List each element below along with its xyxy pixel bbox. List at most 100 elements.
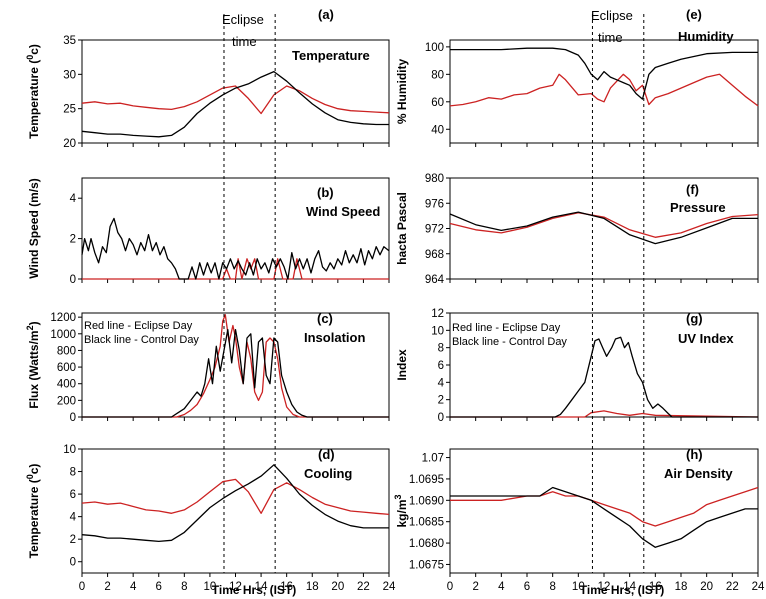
legend-entry-g-1: Black line - Control Day <box>452 336 567 348</box>
x-tick-label: 22 <box>726 581 739 593</box>
x-axis-label-left: Time Hrs, (IST) <box>212 583 296 597</box>
y-tick-label: 2 <box>70 534 76 546</box>
series-line-c-control <box>82 328 389 418</box>
y-axis-label-b: Wind Speed (m/s) <box>27 178 41 279</box>
legend-entry-c-0: Red line - Eclipse Day <box>84 320 193 332</box>
x-tick-label: 8 <box>181 581 187 593</box>
panel-label-b: (b) <box>317 185 334 200</box>
x-tick-label: 24 <box>752 581 765 593</box>
series-line-g-control <box>450 336 758 418</box>
eclipse-label-left-line2: time <box>232 34 257 49</box>
panel-title-h: Air Density <box>664 466 733 481</box>
y-tick-label: 30 <box>63 69 76 81</box>
x-tick-label: 2 <box>472 581 478 593</box>
x-tick-label: 4 <box>498 581 505 593</box>
y-tick-label: 60 <box>431 97 444 109</box>
y-tick-label: 12 <box>431 308 444 320</box>
x-tick-label: 10 <box>204 581 217 593</box>
y-tick-label: 1.0690 <box>409 495 444 507</box>
y-tick-label: 2 <box>438 395 444 407</box>
x-tick-label: 0 <box>447 581 453 593</box>
panel-label-c: (c) <box>317 311 333 326</box>
y-tick-label: 4 <box>438 377 445 389</box>
y-axis-label-g: Index <box>395 349 409 381</box>
panel-g: 0 2 4 6 8 10 12 (g) UV Index Index Red line - Ecli… <box>395 308 759 424</box>
y-tick-label: 0 <box>70 274 76 286</box>
y-tick-label: 10 <box>431 325 444 337</box>
y-tick-label: 976 <box>425 198 444 210</box>
series-line-e-eclipse <box>449 73 759 107</box>
y-tick-label: 1000 <box>50 329 76 341</box>
y-tick-label: 100 <box>425 42 444 54</box>
series-line-a-eclipse <box>81 85 390 115</box>
y-tick-label: 1200 <box>50 312 76 324</box>
series-line-b-control <box>81 217 390 280</box>
x-tick-label: 12 <box>598 581 611 593</box>
x-tick-label: 20 <box>331 581 344 593</box>
panel-title-g: UV Index <box>678 331 734 346</box>
panel-label-g: (g) <box>686 311 703 326</box>
x-axis-label-right: Time Hrs, (IST) <box>580 583 664 597</box>
x-tick-label: 4 <box>130 581 137 593</box>
x-tick-label: 2 <box>104 581 110 593</box>
panel-label-a: (a) <box>318 7 334 22</box>
plot-frame-e <box>449 39 759 144</box>
y-tick-label: 0 <box>70 412 76 424</box>
y-tick-label: 0 <box>70 557 76 569</box>
eclipse-label-right-line1: Eclipse <box>591 8 633 23</box>
x-tick-label: 16 <box>649 581 662 593</box>
panel-b: 0 2 4 (b) Wind Speed Wind Speed (m/s) <box>27 177 390 286</box>
x-tick-label: 6 <box>524 581 530 593</box>
y-axis-label-a: Temperature (0c) <box>25 44 41 139</box>
plot-frame-f <box>449 177 759 280</box>
x-tick-label: 6 <box>156 581 162 593</box>
legend-entry-c-1: Black line - Control Day <box>84 334 199 346</box>
y-tick-label: 25 <box>63 104 76 116</box>
y-tick-label: 1.0685 <box>409 517 444 529</box>
x-tick-label: 8 <box>549 581 555 593</box>
y-axis-label-e: % Humidity <box>395 59 409 125</box>
y-axis-label-c: Flux (Watts/m2) <box>25 321 41 408</box>
panel-label-h: (h) <box>686 447 703 462</box>
panel-title-e: Humidity <box>678 29 734 44</box>
x-tick-label: 16 <box>280 581 293 593</box>
y-tick-label: 1.0675 <box>409 559 444 571</box>
series-line-f-eclipse <box>449 212 759 238</box>
panel-title-a: Temperature <box>292 48 370 63</box>
y-tick-label: 8 <box>438 343 444 355</box>
series-line-c-eclipse <box>82 314 389 418</box>
x-tick-label: 22 <box>357 581 370 593</box>
x-tick-label: 20 <box>700 581 713 593</box>
y-axis-label-d: Temperature (0c) <box>25 464 41 559</box>
series-line-f-control <box>449 211 758 245</box>
y-tick-label: 968 <box>425 249 444 261</box>
y-tick-label: 20 <box>63 138 76 150</box>
y-tick-label: 35 <box>63 35 76 47</box>
y-tick-label: 6 <box>438 360 444 372</box>
panel-title-d: Cooling <box>304 466 352 481</box>
x-tick-label: 10 <box>572 581 585 593</box>
y-tick-label: 0 <box>438 412 444 424</box>
eclipse-label-right-line2: time <box>598 30 623 45</box>
panel-title-f: Pressure <box>670 200 726 215</box>
x-tick-label: 12 <box>229 581 242 593</box>
y-tick-label: 4 <box>70 512 77 524</box>
x-tick-label: 24 <box>383 581 396 593</box>
panel-c: 0 200 400 600 800 1000 1200 (c) Insolation Flux (… <box>25 311 390 424</box>
y-tick-label: 964 <box>425 274 445 286</box>
series-line-e-control <box>450 47 758 100</box>
y-tick-label: 980 <box>425 173 444 185</box>
y-tick-label: 2 <box>70 234 76 246</box>
panel-f: 964 968 972 976 980 (f) Pressure hacta Pascal <box>395 173 759 286</box>
y-tick-label: 400 <box>57 379 76 391</box>
series-line-h-control <box>450 486 758 548</box>
y-tick-label: 972 <box>425 224 444 236</box>
y-tick-label: 80 <box>431 69 444 81</box>
y-tick-label: 800 <box>57 345 76 357</box>
panel-label-f: (f) <box>686 182 699 197</box>
y-tick-label: 10 <box>63 444 76 456</box>
series-line-d-control <box>81 464 389 543</box>
series-line-d-eclipse <box>81 478 390 516</box>
eclipse-label-left-line1: Eclipse <box>222 12 264 27</box>
